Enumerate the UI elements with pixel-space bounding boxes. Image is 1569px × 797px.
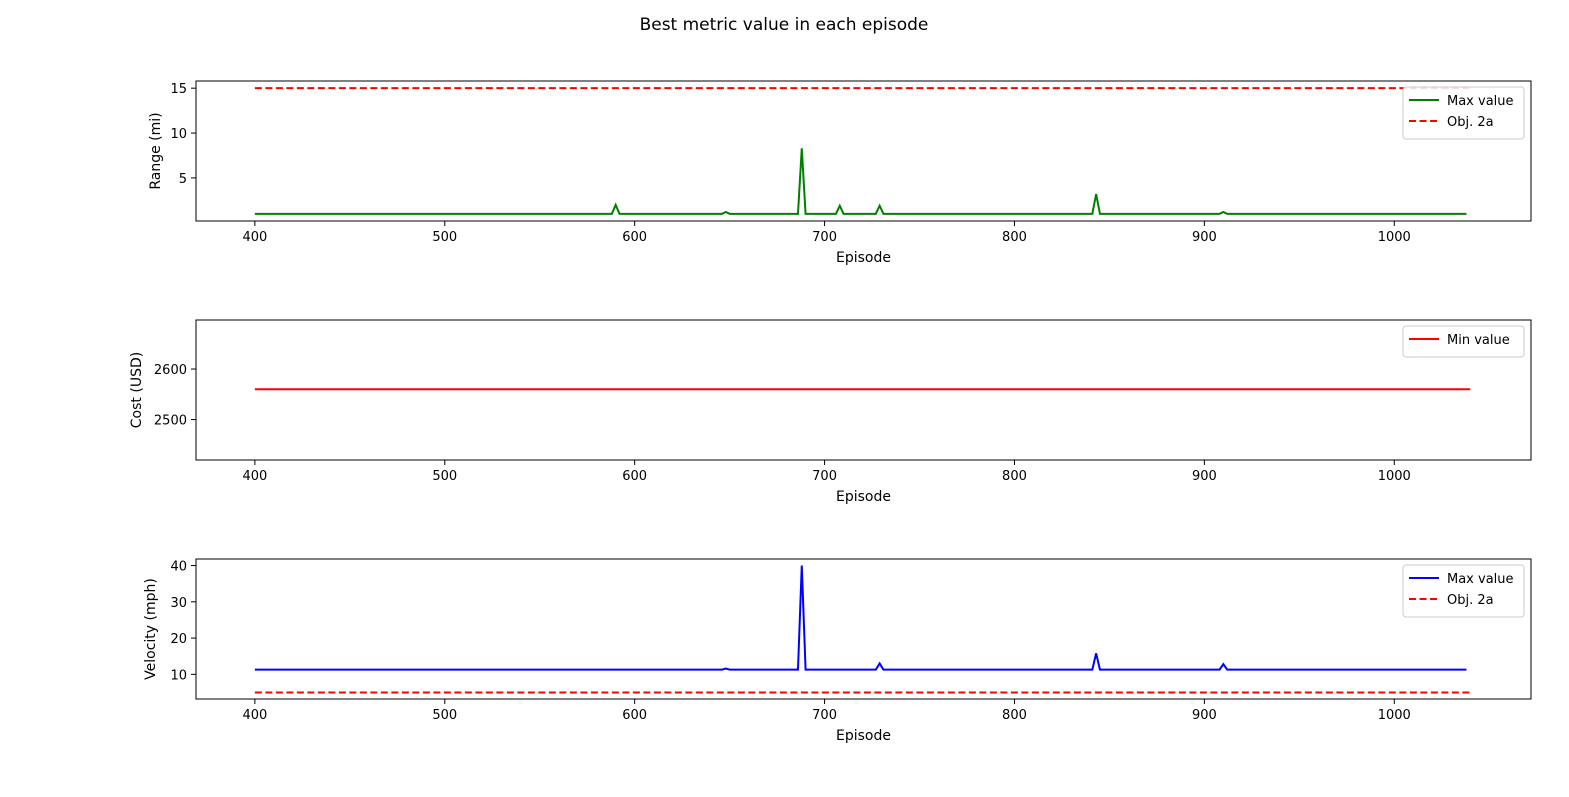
y-axis-label: Velocity (mph) xyxy=(143,578,159,680)
y-tick-label: 20 xyxy=(170,632,187,647)
legend-box xyxy=(1402,325,1525,358)
x-tick-label: 600 xyxy=(622,230,647,245)
legend-label: Max value xyxy=(1447,94,1514,109)
legend: Max value Obj. 2a xyxy=(1402,564,1525,618)
x-tick-label: 900 xyxy=(1192,230,1217,245)
y-tick-label: 2600 xyxy=(154,363,187,378)
subplot-2: 400 500 600 700 800 900 1000 2500 2600 Episode Cos… xyxy=(129,319,1532,505)
figure-title: Best metric value in each episode xyxy=(640,15,929,35)
axes-frame xyxy=(195,558,1532,700)
x-tick-label: 400 xyxy=(242,708,267,723)
legend-label: Min value xyxy=(1447,333,1510,348)
x-axis-label: Episode xyxy=(836,728,891,744)
x-tick-label: 900 xyxy=(1192,469,1217,484)
x-tick-label: 500 xyxy=(432,708,457,723)
y-axis-label: Range (mi) xyxy=(148,112,164,189)
subplot-3: 400 500 600 700 800 900 1000 10 20 30 40 Episode Vel… xyxy=(143,558,1532,744)
x-tick-label: 500 xyxy=(432,230,457,245)
x-tick-label: 400 xyxy=(242,230,267,245)
y-tick-label: 40 xyxy=(170,560,187,575)
axes-frame xyxy=(195,319,1532,461)
y-tick-label: 5 xyxy=(179,172,187,187)
y-tick-label: 10 xyxy=(170,127,187,142)
x-tick-label: 700 xyxy=(812,230,837,245)
x-tick-label: 1000 xyxy=(1378,469,1411,484)
x-tick-label: 700 xyxy=(812,469,837,484)
x-tick-label: 800 xyxy=(1002,230,1027,245)
x-tick-label: 700 xyxy=(812,708,837,723)
x-axis-label: Episode xyxy=(836,489,891,505)
legend: Min value xyxy=(1402,325,1525,358)
series-line-max-value xyxy=(254,148,1467,215)
x-tick-label: 400 xyxy=(242,469,267,484)
x-tick-label: 600 xyxy=(622,469,647,484)
legend-label: Obj. 2a xyxy=(1447,115,1494,130)
y-tick-label: 15 xyxy=(170,82,187,97)
series-line-max-value xyxy=(254,565,1467,671)
y-tick-label: 2500 xyxy=(154,414,187,429)
x-axis-label: Episode xyxy=(836,250,891,266)
x-tick-label: 800 xyxy=(1002,708,1027,723)
x-tick-label: 500 xyxy=(432,469,457,484)
subplot-1: 400 500 600 700 800 900 1000 5 10 15 Episode Range … xyxy=(148,80,1532,266)
x-tick-label: 800 xyxy=(1002,469,1027,484)
legend-label: Max value xyxy=(1447,572,1514,587)
y-tick-label: 30 xyxy=(170,596,187,611)
legend-label: Obj. 2a xyxy=(1447,593,1494,608)
y-axis-label: Cost (USD) xyxy=(129,352,145,428)
axes-frame xyxy=(195,80,1532,222)
subplots: 400 500 600 700 800 900 1000 5 10 15 Episode Range … xyxy=(129,80,1532,744)
x-tick-label: 1000 xyxy=(1378,230,1411,245)
legend: Max value Obj. 2a xyxy=(1402,86,1525,140)
x-tick-label: 1000 xyxy=(1378,708,1411,723)
x-tick-label: 600 xyxy=(622,708,647,723)
y-tick-label: 10 xyxy=(170,668,187,683)
x-tick-label: 900 xyxy=(1192,708,1217,723)
